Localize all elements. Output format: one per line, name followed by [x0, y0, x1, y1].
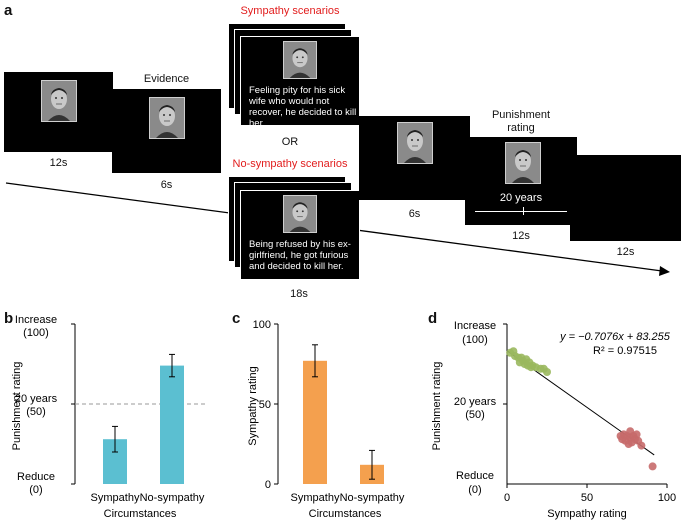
duration-first: 12s — [49, 157, 68, 169]
face-image — [149, 97, 185, 139]
evidence-screen — [112, 89, 221, 173]
x-axis-label: Sympathy rating — [547, 508, 626, 520]
fit-r-squared: R² = 0.97515 — [593, 345, 657, 357]
panel-c-letter: c — [232, 310, 241, 327]
scatter-point-no-sympathy — [637, 441, 646, 450]
xtick-label-0: 0 — [504, 492, 510, 504]
sympathy-bar-chart: Sympathy rating Circumstances Sympathy No… — [247, 319, 405, 520]
duration-evidence: 6s — [160, 179, 173, 191]
ytick-label-increase: Increase — [15, 314, 57, 326]
fit-equation: y = −0.7076x + 83.255 — [559, 331, 671, 343]
ytick-label-reduce: Reduce — [17, 471, 55, 483]
sympathy-scenario-text: Feeling pity for his sick wife who would… — [249, 85, 357, 129]
ytick-label-100: 100 — [253, 319, 271, 331]
y-axis-label: Punishment rating — [431, 362, 443, 451]
xtick-label-sympathy: Sympathy — [291, 492, 340, 504]
xtick-label-100: 100 — [658, 492, 676, 504]
punishment-bar-chart: Increase (100) 20 years (50) Reduce (0) … — [11, 314, 205, 520]
bar-sympathy — [303, 360, 327, 484]
y-axis-label: Sympathy rating — [247, 366, 259, 445]
panel-b-letter: b — [4, 310, 14, 327]
panel-d-letter: d — [428, 310, 438, 327]
ytick-label-100: (100) — [462, 334, 488, 346]
xtick-label-50: 50 — [581, 492, 593, 504]
ytick-label-reduce: Reduce — [456, 470, 494, 482]
ytick-label-increase: Increase — [454, 320, 496, 332]
bar-no-sympathy — [160, 365, 184, 484]
face-image — [283, 41, 317, 79]
sympathy-punishment-scatter: Increase (100) 20 years (50) Reduce (0) … — [431, 320, 676, 520]
ytick-label-0: (0) — [468, 484, 481, 496]
evidence-label: Evidence — [143, 73, 190, 85]
sympathy-scenario-screen: Feeling pity for his sick wife who would… — [240, 36, 360, 129]
duration-post: 6s — [408, 208, 421, 220]
rating-scale-bar[interactable] — [475, 211, 567, 212]
punishment-rating-label: Punishment rating — [491, 109, 551, 134]
ytick-label-50: (50) — [465, 409, 485, 421]
y-axis-label: Punishment rating — [11, 362, 23, 451]
xtick-label-sympathy: Sympathy — [91, 492, 140, 504]
nosympathy-scenario-text: Being refused by his ex-girlfriend, he g… — [249, 239, 351, 272]
ytick-label-100: (100) — [23, 327, 49, 339]
post-scenario-screen — [359, 116, 470, 200]
x-axis-label: Circumstances — [104, 508, 177, 520]
or-label: OR — [281, 136, 299, 148]
rating-scale-marker[interactable] — [523, 207, 524, 215]
ytick-label-50: (50) — [26, 406, 46, 418]
duration-rating: 12s — [512, 230, 530, 242]
face-image — [41, 80, 77, 122]
face-image — [283, 195, 317, 233]
duration-scenario: 18s — [290, 288, 308, 300]
fixation-screen — [4, 72, 113, 152]
xtick-label-no-sympathy: No-sympathy — [140, 492, 205, 504]
rating-value: 20 years — [499, 192, 543, 204]
face-image — [397, 122, 433, 164]
nosympathy-scenario-screen: Being refused by his ex-girlfriend, he g… — [240, 190, 360, 280]
ytick-label-20years: 20 years — [15, 393, 58, 405]
xtick-label-no-sympathy: No-sympathy — [340, 492, 405, 504]
face-image — [505, 142, 541, 184]
ytick-label-50: 50 — [259, 399, 271, 411]
rating-screen: 20 years — [465, 137, 577, 225]
scatter-point-no-sympathy — [648, 462, 657, 471]
ytick-label-0: 0 — [265, 479, 271, 491]
ytick-label-20years: 20 years — [454, 396, 497, 408]
scatter-point-sympathy — [543, 368, 551, 376]
panel-a-letter: a — [4, 2, 13, 19]
sympathy-scenarios-title: Sympathy scenarios — [240, 5, 340, 17]
nosympathy-scenarios-title: No-sympathy scenarios — [232, 158, 348, 170]
ytick-label-0: (0) — [29, 484, 42, 496]
scatter-point-no-sympathy — [632, 430, 641, 439]
blank-screen — [570, 155, 681, 241]
x-axis-label: Circumstances — [309, 508, 382, 520]
duration-last: 12s — [616, 246, 635, 258]
